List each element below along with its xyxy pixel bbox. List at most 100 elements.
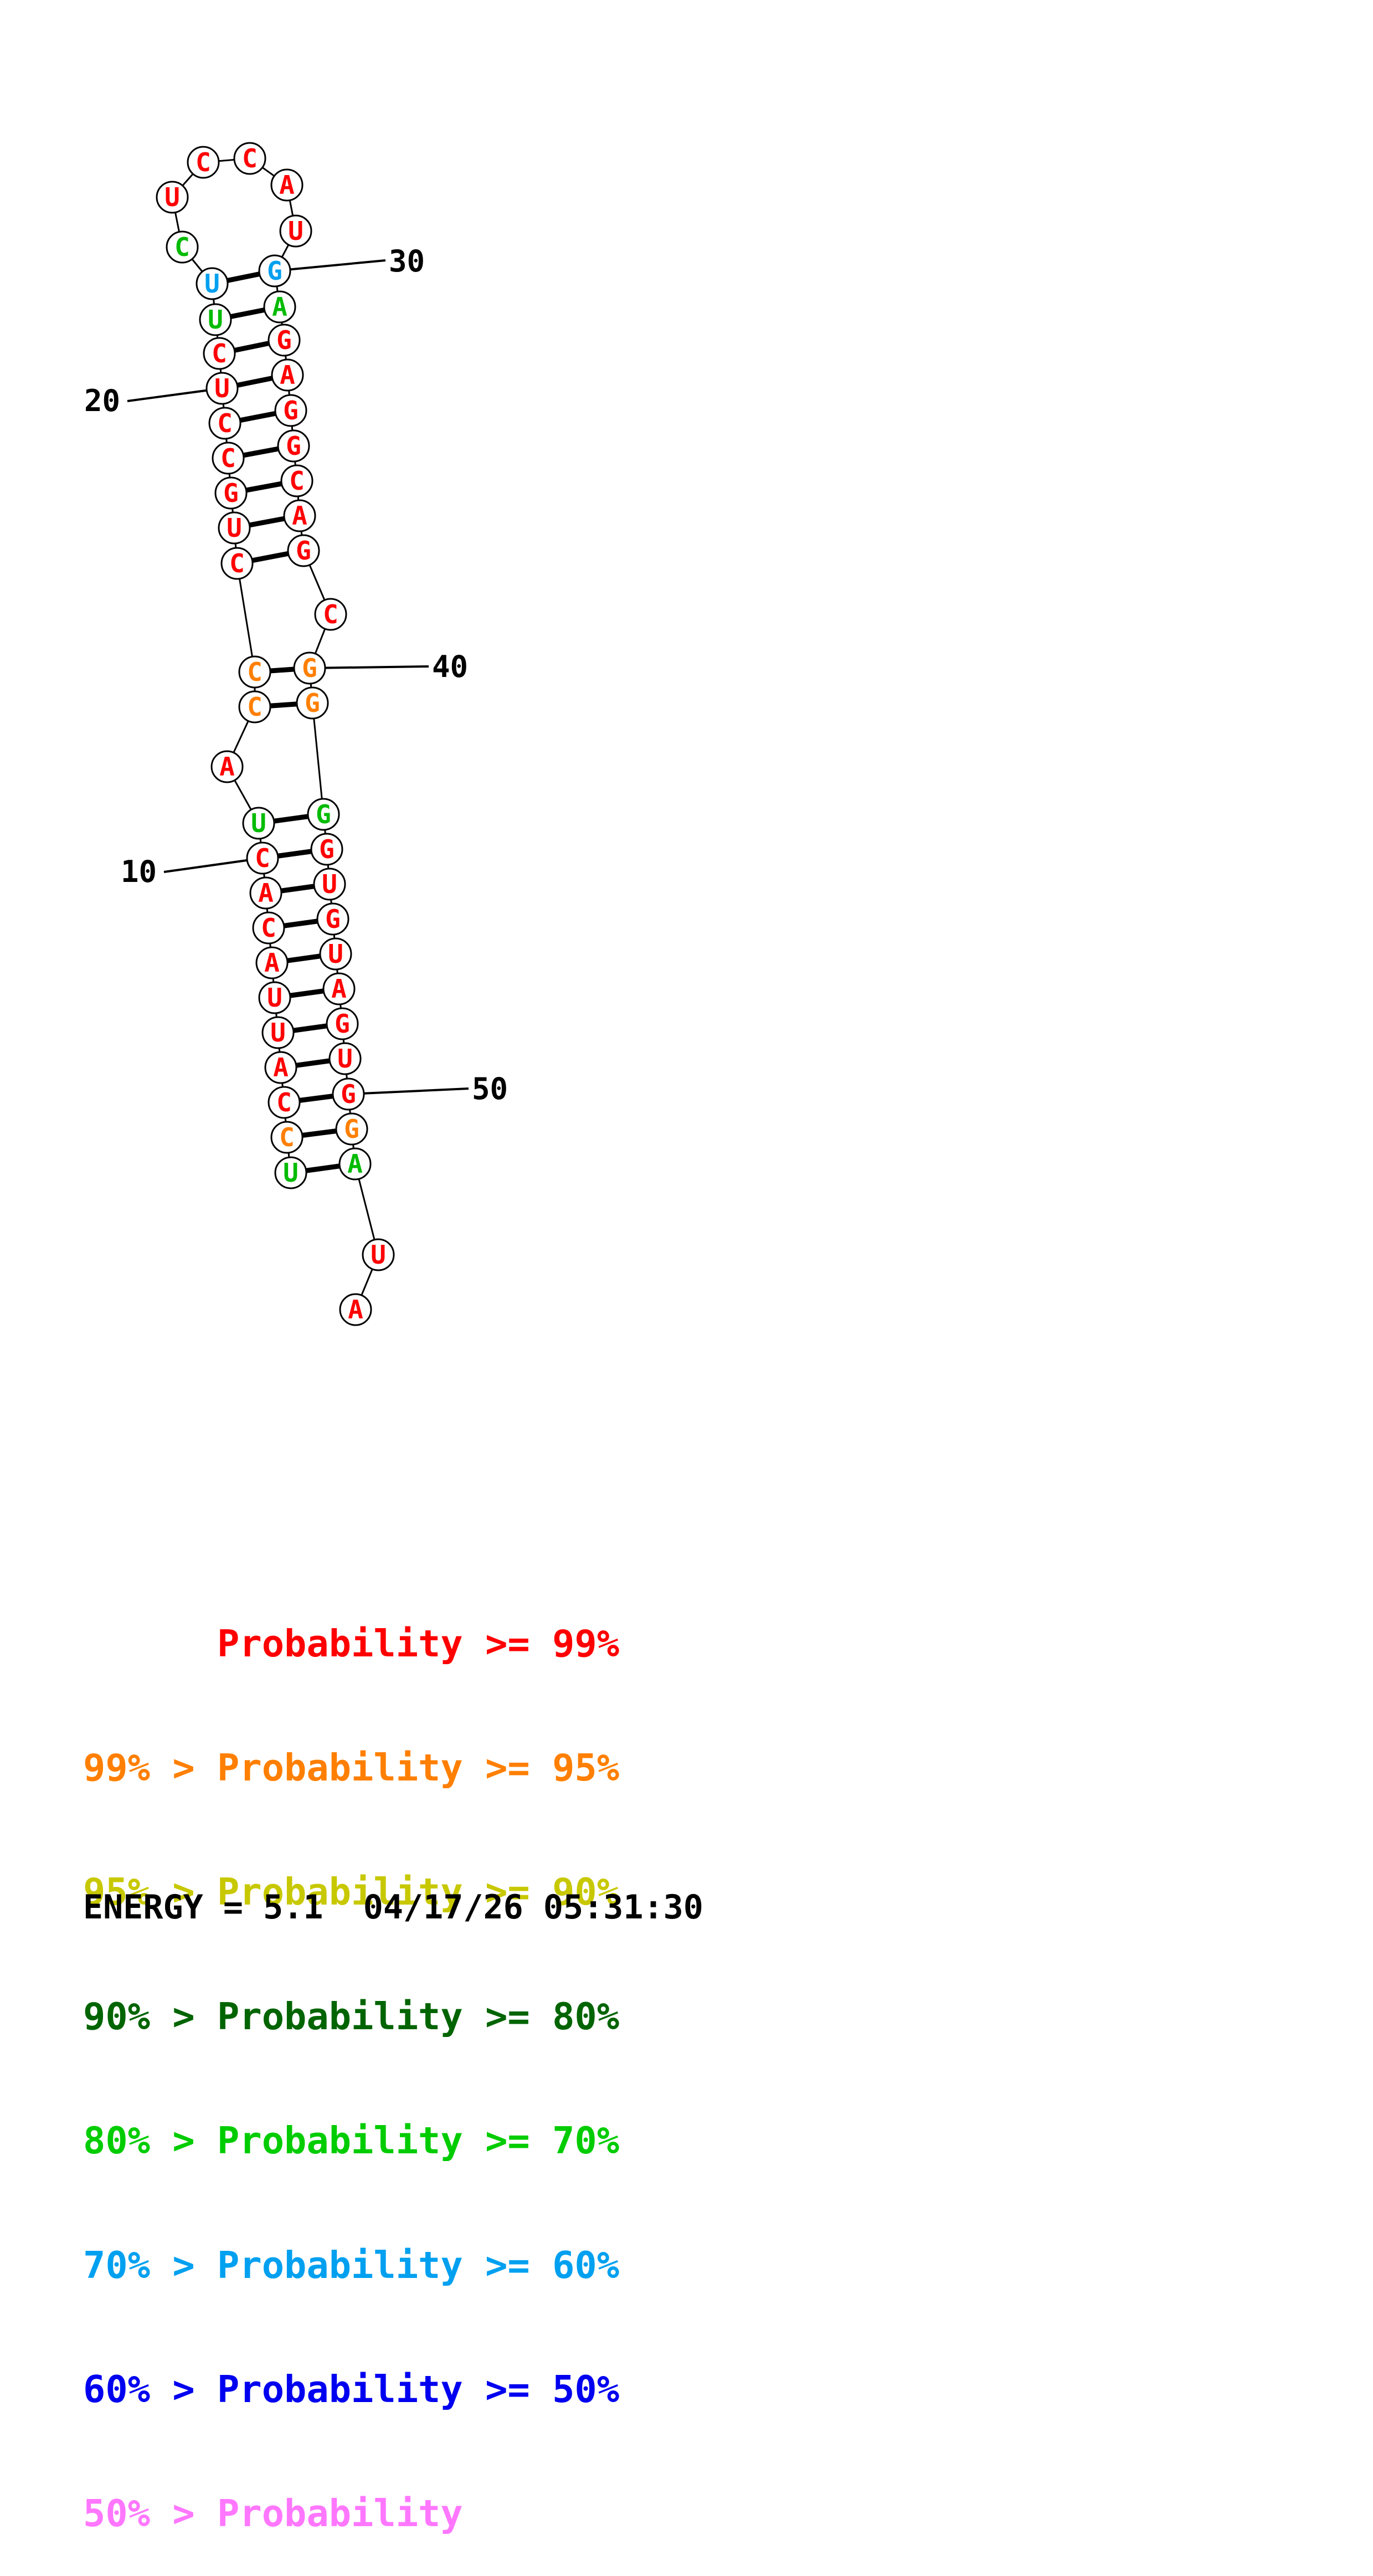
nucleotide-letter: G [267,256,282,286]
nucleotide-circle [238,655,271,689]
nucleotide-circle [210,750,244,783]
nucleotide-letter: G [335,1009,350,1039]
nucleotide-circle [332,1077,365,1111]
nucleotide-letter: U [267,983,282,1013]
nucleotide-letter: G [302,653,317,683]
nucleotide-letter: U [288,216,304,246]
nucleotide-circle [322,972,356,1005]
nucleotide-circle [268,1086,301,1119]
position-label: 40 [432,649,468,684]
label-leader-line [309,665,429,669]
nucleotide-circle [310,833,343,866]
position-label: 20 [84,383,120,418]
nucleotide-letter: C [261,913,276,943]
nucleotide-circle [296,686,329,720]
nucleotide-circle [268,324,301,357]
nucleotide-circle [338,1147,372,1181]
legend-entry: Probability >= 99% [83,1621,620,1665]
nucleotide-letter: G [305,688,320,718]
nucleotide-circle [287,534,320,567]
nucleotide-circle [156,181,189,214]
nucleotide-letter: G [325,904,341,934]
nucleotide-circle [255,946,289,979]
position-label: 50 [472,1071,508,1106]
nucleotide-circle [238,690,271,723]
nucleotide-circle [307,798,340,831]
nucleotide-letter: C [242,143,258,173]
position-label: 10 [121,854,157,889]
nucleotide-letter: C [323,599,338,629]
nucleotide-circle [246,841,279,875]
nucleotide-letter: U [322,869,337,899]
nucleotide-circle [258,254,291,288]
nucleotide-letter: C [276,1087,292,1117]
nucleotide-circle [326,1007,359,1040]
nucleotide-letter: U [208,305,223,335]
nucleotide-circle [263,290,296,324]
nucleotide-letter: G [316,799,331,829]
legend-entry: 90% > Probability >= 80% [83,1994,620,2038]
label-leader-line [274,259,386,272]
nucleotide-circle [187,146,220,179]
nucleotide-letter: A [258,878,274,908]
nucleotide-letter: A [280,360,295,390]
nucleotide-circle [203,337,236,370]
legend-entry: 99% > Probability >= 95% [83,1746,620,1789]
nucleotide-circle [314,598,347,631]
nucleotide-circle [208,407,241,440]
nucleotide-circle [313,868,346,901]
backbone-line [311,702,325,815]
nucleotide-letter: U [251,808,266,838]
nucleotide-circle [264,1051,297,1084]
nucleotide-circle [261,1016,295,1049]
nucleotide-circle [270,168,304,202]
nucleotide-circle [274,1156,307,1189]
nucleotide-letter: U [164,182,180,212]
nucleotide-letter: U [270,1018,286,1048]
nucleotide-letter: A [279,170,295,200]
nucleotide-circle [220,547,254,580]
nucleotide-letter: A [273,1053,289,1082]
nucleotide-letter: C [212,338,227,368]
nucleotide-circle [218,511,251,545]
nucleotide-circle [271,358,304,392]
label-leader-line [348,1087,469,1095]
nucleotide-circle [339,1293,372,1326]
nucleotide-letter: G [319,834,335,864]
nucleotide-circle [199,303,232,336]
page: { "colors": { "red": "#ff0000", "orange"… [83,142,703,2534]
nucleotide-letter: U [337,1044,353,1074]
nucleotide-circle [280,464,313,497]
nucleotide-circle [279,214,312,248]
nucleotide-circle [212,442,245,475]
nucleotide-circle [196,267,229,300]
nucleotide-letter: A [219,752,235,782]
nucleotide-letter: U [227,513,242,543]
nucleotide-letter: A [272,292,287,322]
nucleotide-circle [214,476,248,510]
nucleotide-letter: U [328,939,343,969]
legend-entry: 95% > Probability >= 90% [83,1870,620,1914]
position-label: 30 [389,244,425,279]
nucleotide-circle [277,429,310,463]
nucleotide-letter: G [344,1114,359,1144]
nucleotide-circle [249,876,282,910]
nucleotide-letter: C [289,466,305,496]
nucleotide-letter: C [255,843,270,873]
nucleotide-circle [242,807,275,840]
legend-entry: 70% > Probability >= 60% [83,2243,620,2287]
nucleotide-letter: G [276,325,292,355]
nucleotide-letter: C [229,548,245,578]
nucleotide-letter: G [341,1079,356,1109]
nucleotide-circle [328,1042,362,1075]
nucleotide-circle [335,1112,368,1146]
nucleotide-letter: G [223,478,239,508]
nucleotide-letter: A [348,1295,363,1325]
nucleotide-letter: A [331,974,347,1004]
nucleotide-letter: G [296,536,311,566]
nucleotide-letter: A [264,948,280,978]
nucleotide-letter: U [204,269,220,299]
probability-legend: Probability >= 99% 99% > Probability >= … [83,1540,619,2576]
nucleotide-circle [316,902,349,936]
